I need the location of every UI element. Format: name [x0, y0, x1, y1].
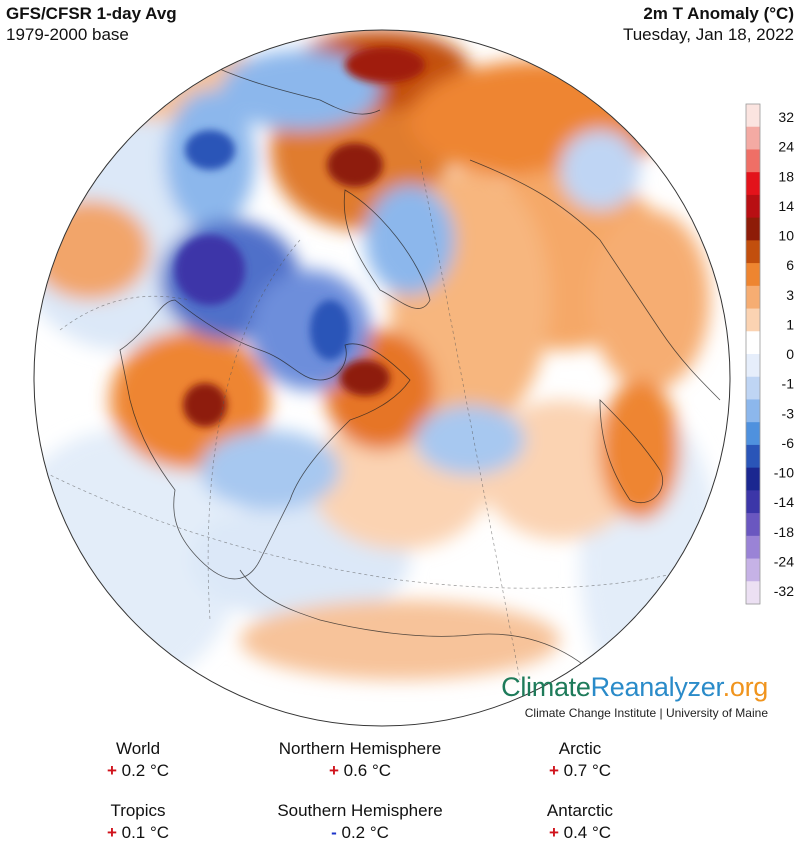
map-date: Tuesday, Jan 18, 2022 — [622, 25, 794, 44]
legend-tick-label: -3 — [782, 405, 795, 421]
brand-block: ClimateReanalyzer.org Climate Change Ins… — [501, 671, 768, 721]
legend-tick-label: 3 — [786, 287, 794, 303]
legend-swatch — [746, 490, 760, 514]
base-period: 1979-2000 base — [6, 25, 129, 44]
legend-tick-label: -1 — [782, 376, 795, 392]
legend-swatch — [746, 513, 760, 537]
legend-swatch — [746, 331, 760, 355]
legend-swatch — [746, 217, 760, 241]
climate-reanalyzer-logo[interactable]: ClimateReanalyzer.org — [501, 672, 768, 702]
legend-swatch — [746, 172, 760, 196]
legend-swatch — [746, 581, 760, 605]
legend-swatch — [746, 376, 760, 400]
stat-arctic: Arctic + 0.7 °C — [548, 739, 612, 780]
legend-swatch — [746, 444, 760, 469]
brand-subtitle: Climate Change Institute | University of… — [524, 706, 768, 720]
legend-tick-label: -10 — [774, 465, 794, 481]
legend-swatch — [746, 535, 760, 560]
legend-swatch — [746, 285, 760, 310]
legend-swatch — [746, 399, 760, 423]
title-block-right: 2m T Anomaly (°C) Tuesday, Jan 18, 2022 — [623, 4, 794, 46]
legend-swatch — [746, 194, 760, 219]
legend-tick-label: 18 — [778, 168, 794, 184]
legend-tick-label: 10 — [778, 228, 794, 244]
legend-swatch — [746, 467, 760, 491]
variable-title: 2m T Anomaly (°C) — [643, 4, 794, 23]
legend-tick-label: 24 — [778, 139, 794, 155]
legend-tick-label: -6 — [782, 435, 795, 451]
legend-border — [745, 103, 761, 605]
legend-swatch — [746, 354, 760, 378]
legend-tick-label: -18 — [774, 524, 794, 540]
stat-southern-hemisphere: Southern Hemisphere - 0.2 °C — [277, 801, 443, 842]
stat-antarctic: Antarctic + 0.4 °C — [546, 801, 614, 842]
legend-swatch — [746, 240, 760, 264]
legend-tick-label: 32 — [778, 109, 794, 125]
legend-tick-label: -32 — [774, 583, 794, 599]
stat-world: World + 0.2 °C — [106, 739, 170, 780]
legend-tick-label: 14 — [778, 198, 794, 214]
legend-swatch — [746, 422, 760, 446]
stat-tropics: Tropics + 0.1 °C — [106, 801, 170, 842]
legend-tick-label: 0 — [786, 346, 794, 362]
title-block-left: GFS/CFSR 1-day Avg 1979-2000 base — [6, 4, 177, 46]
legend-swatch — [746, 308, 760, 332]
legend-tick-label: 1 — [786, 316, 794, 332]
legend-swatch — [746, 263, 760, 287]
legend-tick-label: -14 — [774, 494, 794, 510]
map-title: GFS/CFSR 1-day Avg — [6, 4, 177, 23]
legend-tick-label: -24 — [774, 553, 794, 569]
legend-swatch — [746, 126, 760, 150]
stat-northern-hemisphere: Northern Hemisphere + 0.6 °C — [278, 739, 442, 780]
legend-swatch — [746, 149, 760, 173]
legend-tick-label: 6 — [786, 257, 794, 273]
legend-swatch — [746, 104, 760, 128]
legend-swatch — [746, 558, 760, 582]
